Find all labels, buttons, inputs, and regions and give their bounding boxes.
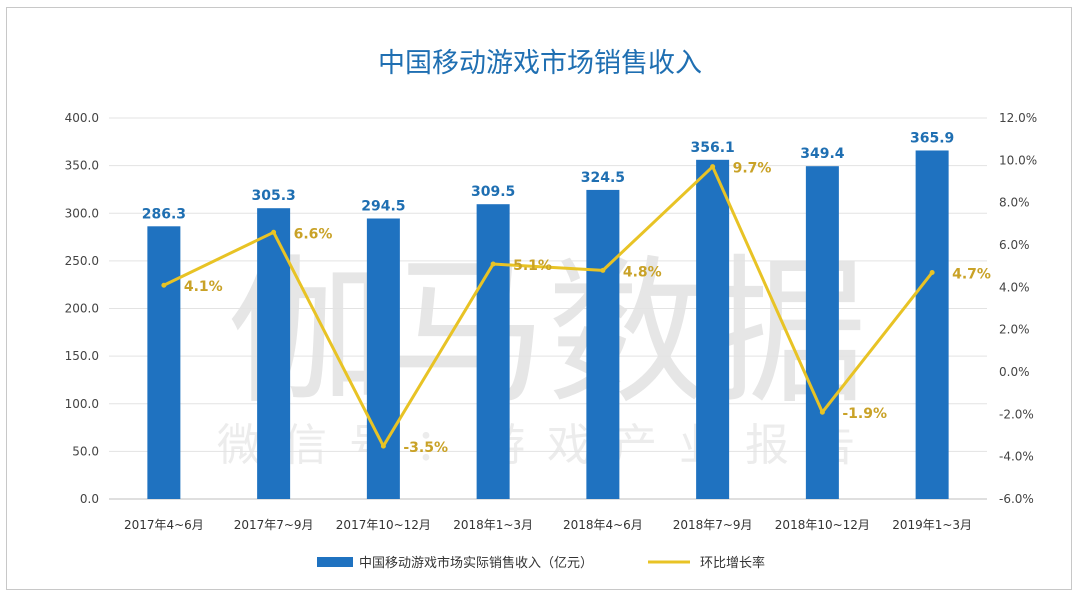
x-tick-label: 2017年4~6月 xyxy=(124,518,204,532)
growth-rate-point xyxy=(490,261,496,267)
growth-rate-line xyxy=(163,165,934,448)
legend-bar-swatch xyxy=(317,557,353,567)
growth-rate-point xyxy=(271,229,277,235)
growth-rate-label: 4.8% xyxy=(623,264,662,280)
bar-value-label: 324.5 xyxy=(581,170,625,186)
bar-value-label: 309.5 xyxy=(471,184,515,200)
y-tick-label: 250.0 xyxy=(65,254,99,268)
data-labels: 286.3 305.3 294.5 309.5 324.5 356.1 349.4 365.9… xyxy=(142,130,991,456)
y-tick-label: 100.0 xyxy=(65,397,99,411)
chart-canvas: 伽马数据 微信号：游戏产业报告 中国移动游戏市场销售收入 286.3305.32… xyxy=(65,48,1037,571)
y-tick-label: 350.0 xyxy=(65,159,99,173)
x-tick-label: 2019年1~3月 xyxy=(892,518,972,532)
y-tick-label: 300.0 xyxy=(65,206,99,220)
y2-tick-label: 10.0% xyxy=(999,153,1037,167)
y2-tick-label: 0.0% xyxy=(999,365,1030,379)
legend-line-label: 环比增长率 xyxy=(700,555,765,571)
growth-rate-point xyxy=(161,282,167,288)
bar-series xyxy=(147,150,949,500)
growth-rate-point xyxy=(600,267,606,273)
growth-rate-label: 4.7% xyxy=(952,267,991,283)
y-tick-label: 150.0 xyxy=(65,349,99,363)
growth-rate-label: 9.7% xyxy=(733,161,772,177)
x-tick-label: 2018年10~12月 xyxy=(775,518,870,532)
watermark-sub: 微信号：游戏产业报告 xyxy=(217,420,877,471)
growth-rate-label: 4.1% xyxy=(184,279,223,295)
x-tick-label: 2017年7~9月 xyxy=(234,518,314,532)
y-tick-label: 400.0 xyxy=(65,111,99,125)
bar-value-label: 349.4 xyxy=(800,146,845,162)
bar-value-label: 305.3 xyxy=(251,188,295,204)
growth-rate-label: 5.1% xyxy=(513,258,552,274)
growth-rate-point xyxy=(819,409,825,415)
bar xyxy=(147,226,181,499)
growth-rate-point xyxy=(710,164,716,170)
growth-rate-point xyxy=(929,270,935,276)
y2-tick-label: 4.0% xyxy=(999,280,1030,294)
y2-tick-label: -6.0% xyxy=(999,492,1034,506)
y-tick-label: 0.0 xyxy=(80,492,99,506)
y2-tick-label: 6.0% xyxy=(999,238,1030,252)
bar xyxy=(696,159,730,499)
bar-value-label: 356.1 xyxy=(690,140,734,156)
y2-tick-label: 2.0% xyxy=(999,323,1030,337)
growth-rate-label: 6.6% xyxy=(294,226,333,242)
axes: 0.0 50.0 100.0 150.0 200.0 250.0 300.0 350.0 400… xyxy=(65,111,1037,532)
y2-tick-label: 12.0% xyxy=(999,111,1037,125)
y2-tick-label: 8.0% xyxy=(999,196,1030,210)
bar-value-label: 286.3 xyxy=(142,206,186,222)
bar-value-label: 365.9 xyxy=(910,130,954,146)
bar xyxy=(586,189,620,499)
legend-bar-label: 中国移动游戏市场实际销售收入（亿元） xyxy=(359,555,593,571)
bar xyxy=(915,150,949,499)
bar xyxy=(366,218,400,499)
bar xyxy=(805,166,839,499)
line-series xyxy=(161,164,935,449)
growth-rate-point xyxy=(380,443,386,449)
x-tick-label: 2018年4~6月 xyxy=(563,518,643,532)
x-tick-label: 2017年10~12月 xyxy=(336,518,431,532)
chart-title: 中国移动游戏市场销售收入 xyxy=(378,48,702,79)
growth-rate-label: -3.5% xyxy=(403,440,448,456)
bar xyxy=(476,204,510,500)
x-tick-label: 2018年7~9月 xyxy=(673,518,753,532)
x-tick-label: 2018年1~3月 xyxy=(453,518,533,532)
bar-value-label: 294.5 xyxy=(361,198,405,214)
growth-rate-label: -1.9% xyxy=(842,406,887,422)
y2-tick-label: -2.0% xyxy=(999,407,1034,421)
legend: 中国移动游戏市场实际销售收入（亿元） 环比增长率 xyxy=(317,555,765,571)
grid xyxy=(109,117,987,500)
chart-frame: 伽马数据 微信号：游戏产业报告 中国移动游戏市场销售收入 286.3 305.3 2… xyxy=(6,7,1072,590)
y-tick-label: 50.0 xyxy=(72,444,99,458)
y-tick-label: 200.0 xyxy=(65,302,99,316)
y2-tick-label: -4.0% xyxy=(999,450,1034,464)
